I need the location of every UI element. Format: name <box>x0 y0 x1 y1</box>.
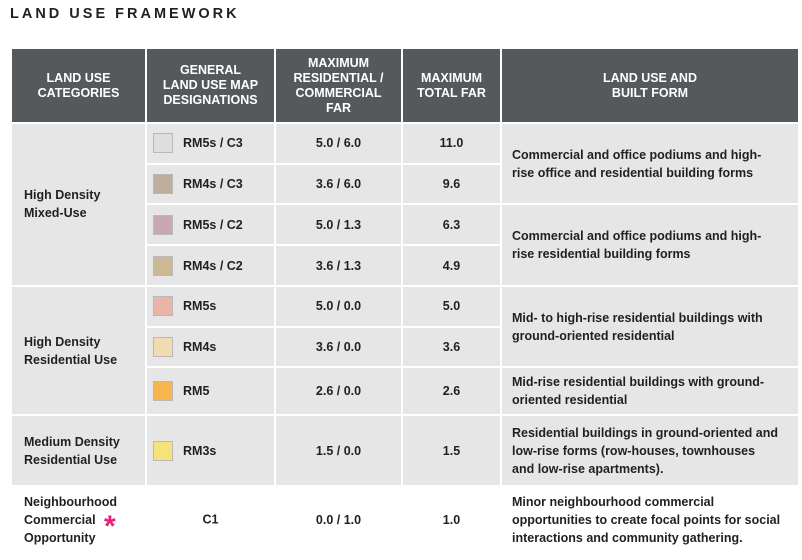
table-row: High Density Mixed-Use RM5s / C3 5.0 / 6… <box>10 122 800 287</box>
res-com-far: 0.0 / 1.0 <box>274 485 403 554</box>
built-form-description: Commercial and office podiums and high- … <box>500 122 800 206</box>
color-swatch <box>153 174 173 195</box>
designation-cell: RM5s <box>145 284 276 328</box>
total-far: 3.6 <box>401 325 502 369</box>
table-header-row: LAND USE CATEGORIES GENERAL LAND USE MAP… <box>10 46 800 125</box>
color-swatch <box>153 214 173 235</box>
category-medium-density-residential: Medium Density Residential Use <box>10 414 147 488</box>
designation-cell: RM4s / C2 <box>145 244 276 287</box>
res-com-far: 5.0 / 6.0 <box>274 122 403 165</box>
header-categories: LAND USE CATEGORIES <box>10 46 147 125</box>
total-far: 6.3 <box>401 203 502 247</box>
total-far: 11.0 <box>401 122 502 165</box>
designation-cell: RM5s / C3 <box>145 122 276 165</box>
res-com-far: 2.6 / 0.0 <box>274 366 403 417</box>
res-com-far: 5.0 / 1.3 <box>274 203 403 247</box>
built-form-description: Minor neighbourhood commercial opportuni… <box>500 485 800 554</box>
color-swatch <box>153 296 173 317</box>
designation-cell: RM5 <box>145 366 276 417</box>
category-neighbourhood-commercial: Neighbourhood Commercial Opportunity <box>10 485 147 554</box>
table-row: RM4s / C3 3.6 / 6.0 9.6 <box>11 162 799 206</box>
res-com-far: 3.6 / 1.3 <box>274 244 403 287</box>
res-com-far: 5.0 / 0.0 <box>274 284 403 328</box>
category-high-density-residential: High Density Residential Use <box>10 284 147 417</box>
table-row: RM4s / C2 3.6 / 1.3 4.9 <box>11 244 799 287</box>
built-form-description: Mid-rise residential buildings with grou… <box>500 366 800 417</box>
built-form-description: Residential buildings in ground-oriented… <box>500 414 800 488</box>
total-far: 2.6 <box>401 366 502 417</box>
table-row: High Density Residential Use RM5s 5.0 / … <box>10 284 800 417</box>
total-far: 1.0 <box>401 485 502 554</box>
total-far: 4.9 <box>401 244 502 287</box>
table-row: Medium Density Residential Use RM3s 1.5 … <box>10 414 800 488</box>
designation-cell: RM5s / C2 <box>145 203 276 247</box>
table-row: RM5 2.6 / 0.0 2.6 Mid-rise residential b… <box>11 366 800 417</box>
header-designations: GENERAL LAND USE MAP DESIGNATIONS <box>145 46 276 125</box>
color-swatch <box>153 440 173 461</box>
color-swatch <box>153 133 173 154</box>
res-com-far: 1.5 / 0.0 <box>274 414 403 488</box>
total-far: 1.5 <box>401 414 502 488</box>
color-swatch <box>153 381 173 402</box>
total-far: 5.0 <box>401 284 502 328</box>
res-com-far: 3.6 / 0.0 <box>274 325 403 369</box>
res-com-far: 3.6 / 6.0 <box>274 162 403 206</box>
built-form-description: Mid- to high-rise residential buildings … <box>500 284 800 369</box>
page-title: LAND USE FRAMEWORK <box>10 6 240 22</box>
table-row: RM5s / C2 5.0 / 1.3 6.3 Commercial and o… <box>11 203 800 287</box>
table-row: Neighbourhood Commercial Opportunity C1 … <box>10 485 800 554</box>
designation-cell: RM3s <box>145 414 276 488</box>
total-far: 9.6 <box>401 162 502 206</box>
designation-cell: RM4s / C3 <box>145 162 276 206</box>
land-use-framework-table: LAND USE CATEGORIES GENERAL LAND USE MAP… <box>10 46 800 554</box>
designation-cell: C1 <box>145 485 276 554</box>
designation-cell: RM4s <box>145 325 276 369</box>
color-swatch <box>153 255 173 276</box>
color-swatch <box>153 336 173 357</box>
asterisk-marker-icon: * <box>104 510 116 543</box>
table-row: RM4s 3.6 / 0.0 3.6 <box>11 325 799 369</box>
header-max-total-far: MAXIMUM TOTAL FAR <box>401 46 502 125</box>
built-form-description: Commercial and office podiums and high- … <box>500 203 800 287</box>
header-built-form: LAND USE AND BUILT FORM <box>500 46 800 125</box>
category-high-density-mixed-use: High Density Mixed-Use <box>10 122 147 287</box>
header-max-residential-commercial-far: MAXIMUM RESIDENTIAL / COMMERCIAL FAR <box>274 46 403 125</box>
